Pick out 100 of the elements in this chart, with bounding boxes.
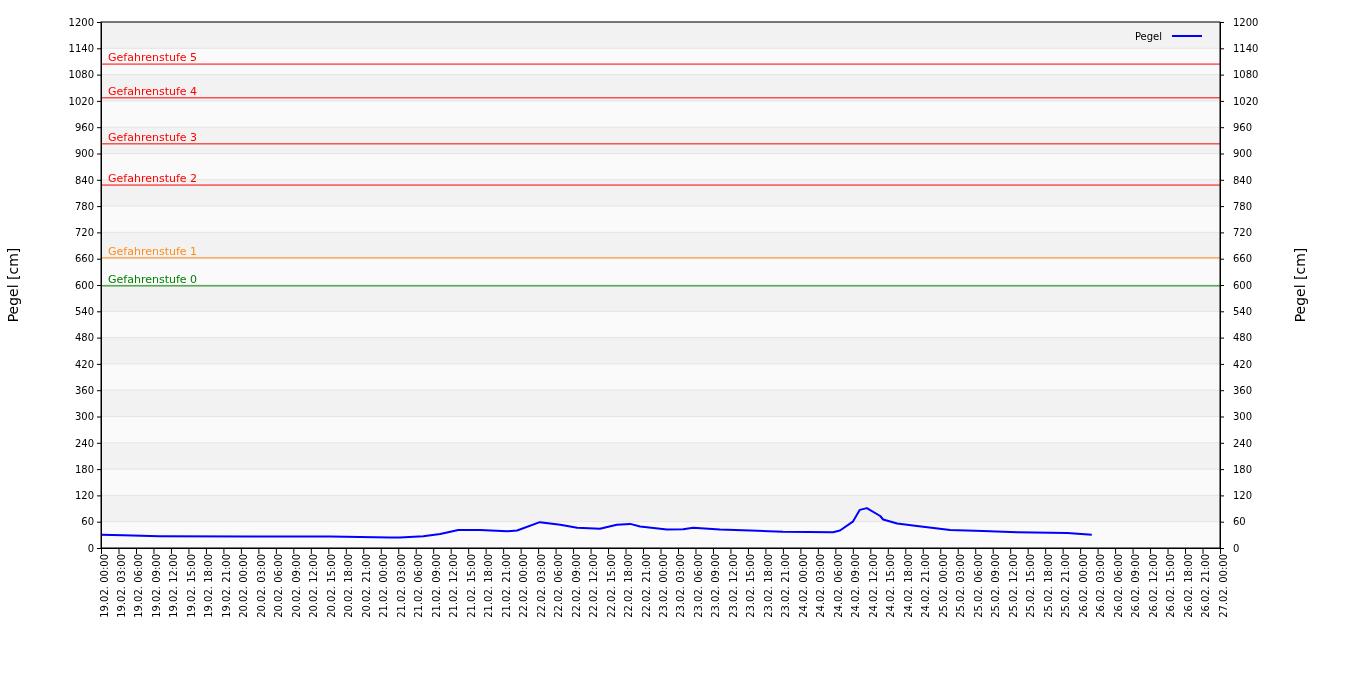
x-tick-label: 24.02. 00:00 (797, 554, 809, 618)
y2-tick-label: 1080 (1233, 69, 1259, 81)
x-tick-label: 23.02. 03:00 (675, 554, 687, 618)
x-tick-label: 22.02. 12:00 (588, 554, 600, 618)
ref-line-label: Gefahrenstufe 1 (108, 244, 198, 258)
y2-tick-label: 540 (1233, 306, 1253, 317)
x-tick-label: 26.02. 12:00 (1147, 554, 1159, 618)
x-tick-label: 21.02. 12:00 (448, 554, 460, 618)
y-tick-label: 720 (74, 227, 94, 239)
x-tick-label: 26.02. 00:00 (1077, 554, 1089, 618)
y-tick-label: 960 (74, 121, 94, 133)
x-tick-label: 25.02. 21:00 (1060, 554, 1072, 618)
x-tick-label: 22.02. 09:00 (570, 554, 582, 618)
y-tick-label: 60 (81, 516, 94, 528)
x-tick-label: 19.02. 18:00 (203, 554, 215, 618)
x-tick-label: 19.02. 06:00 (133, 554, 145, 618)
y2-tick-label: 120 (1233, 490, 1253, 502)
x-tick-label: 20.02. 09:00 (290, 554, 302, 618)
y2-tick-label: 780 (1233, 200, 1253, 212)
y2-tick-label: 360 (1233, 384, 1253, 396)
y-tick-label: 180 (74, 463, 94, 475)
y2-tick-label: 420 (1233, 358, 1253, 370)
y-tick-label: 240 (74, 437, 94, 449)
x-tick-label: 25.02. 09:00 (990, 554, 1002, 618)
x-tick-label: 20.02. 15:00 (325, 554, 337, 618)
y-tick-label: 480 (74, 332, 94, 344)
x-tick-label: 21.02. 00:00 (378, 554, 390, 618)
x-tick-label: 19.02. 00:00 (98, 554, 110, 618)
x-tick-label: 26.02. 06:00 (1112, 554, 1124, 618)
x-tick-label: 19.02. 03:00 (115, 554, 127, 618)
x-tick-label: 22.02. 21:00 (640, 554, 652, 618)
x-tick-label: 23.02. 21:00 (780, 554, 792, 618)
y-tick-label: 0 (87, 542, 94, 554)
y2-tick-label: 720 (1233, 227, 1253, 239)
y2-tick-label: 840 (1233, 174, 1253, 186)
y-tick-label: 1140 (68, 43, 94, 54)
y-tick-label: 540 (74, 306, 94, 317)
x-tick-label: 19.02. 12:00 (168, 554, 180, 618)
x-tick-label: 25.02. 06:00 (972, 554, 984, 618)
y-tick-label: 420 (74, 358, 94, 370)
y-tick-label: 660 (74, 253, 94, 265)
x-tick-label: 24.02. 09:00 (850, 554, 862, 618)
x-tick-label: 22.02. 18:00 (623, 554, 635, 618)
ref-line-label: Gefahrenstufe 3 (108, 130, 198, 144)
x-tick-label: 26.02. 03:00 (1095, 554, 1107, 618)
y-tick-label: 1020 (68, 95, 94, 107)
x-tick-label: 23.02. 18:00 (762, 554, 774, 618)
y2-tick-label: 480 (1233, 332, 1253, 344)
x-tick-label: 25.02. 15:00 (1025, 554, 1037, 618)
y-tick-label: 600 (74, 279, 94, 291)
y-tick-label: 360 (74, 384, 94, 396)
x-tick-label: 20.02. 12:00 (308, 554, 320, 618)
y2-tick-label: 900 (1233, 148, 1253, 160)
x-tick-label: 19.02. 21:00 (220, 554, 232, 618)
x-tick-label: 21.02. 21:00 (500, 554, 512, 618)
x-tick-label: 23.02. 15:00 (745, 554, 757, 618)
x-tick-label: 19.02. 15:00 (185, 554, 197, 618)
x-tick-label: 26.02. 18:00 (1182, 554, 1194, 618)
x-tick-label: 23.02. 09:00 (710, 554, 722, 618)
x-tick-label: 24.02. 18:00 (902, 554, 914, 618)
ref-line-label: Gefahrenstufe 5 (108, 51, 198, 65)
x-tick-label: 24.02. 15:00 (885, 554, 897, 618)
x-tick-label: 24.02. 06:00 (832, 554, 844, 618)
y-tick-label: 300 (74, 411, 94, 423)
x-tick-label: 19.02. 09:00 (150, 554, 162, 618)
x-tick-label: 21.02. 18:00 (483, 554, 495, 618)
x-tick-label: 26.02. 15:00 (1165, 554, 1177, 618)
x-tick-label: 21.02. 03:00 (395, 554, 407, 618)
y2-tick-label: 600 (1233, 279, 1253, 291)
x-tick-label: 22.02. 06:00 (553, 554, 565, 618)
y2-tick-label: 180 (1233, 463, 1253, 475)
x-tick-label: 26.02. 21:00 (1200, 554, 1212, 618)
x-tick-label: 22.02. 00:00 (518, 554, 530, 618)
x-tick-label: 25.02. 18:00 (1042, 554, 1054, 618)
x-tick-label: 24.02. 03:00 (815, 554, 827, 618)
y-tick-label: 1200 (68, 16, 94, 28)
x-tick-label: 23.02. 12:00 (727, 554, 739, 618)
x-tick-label: 26.02. 09:00 (1130, 554, 1142, 618)
y-tick-label: 120 (74, 490, 94, 502)
x-tick-label: 22.02. 15:00 (605, 554, 617, 618)
x-tick-label: 21.02. 06:00 (413, 554, 425, 618)
x-tick-label: 20.02. 18:00 (343, 554, 355, 618)
y2-tick-label: 300 (1233, 411, 1253, 423)
x-tick-label: 24.02. 12:00 (867, 554, 879, 618)
x-tick-label: 21.02. 09:00 (430, 554, 442, 618)
y2-tick-label: 0 (1233, 542, 1240, 554)
x-tick-label: 24.02. 21:00 (920, 554, 932, 618)
x-tick-label: 23.02. 06:00 (692, 554, 704, 618)
ref-line-label: Gefahrenstufe 4 (108, 84, 198, 98)
y2-tick-label: 1200 (1233, 16, 1259, 28)
y-tick-label: 900 (74, 148, 94, 160)
x-tick-label: 23.02. 00:00 (658, 554, 669, 618)
x-tick-label: 20.02. 00:00 (238, 554, 250, 618)
y2-tick-label: 660 (1233, 253, 1253, 265)
ref-line-label: Gefahrenstufe 0 (108, 272, 198, 286)
x-tick-label: 20.02. 03:00 (255, 554, 267, 618)
x-tick-label: 21.02. 15:00 (465, 554, 477, 618)
x-tick-label: 27.02. 00:00 (1217, 554, 1229, 618)
y2-axis-title: Pegel [cm] (1292, 247, 1308, 323)
y-tick-label: 780 (74, 200, 94, 212)
